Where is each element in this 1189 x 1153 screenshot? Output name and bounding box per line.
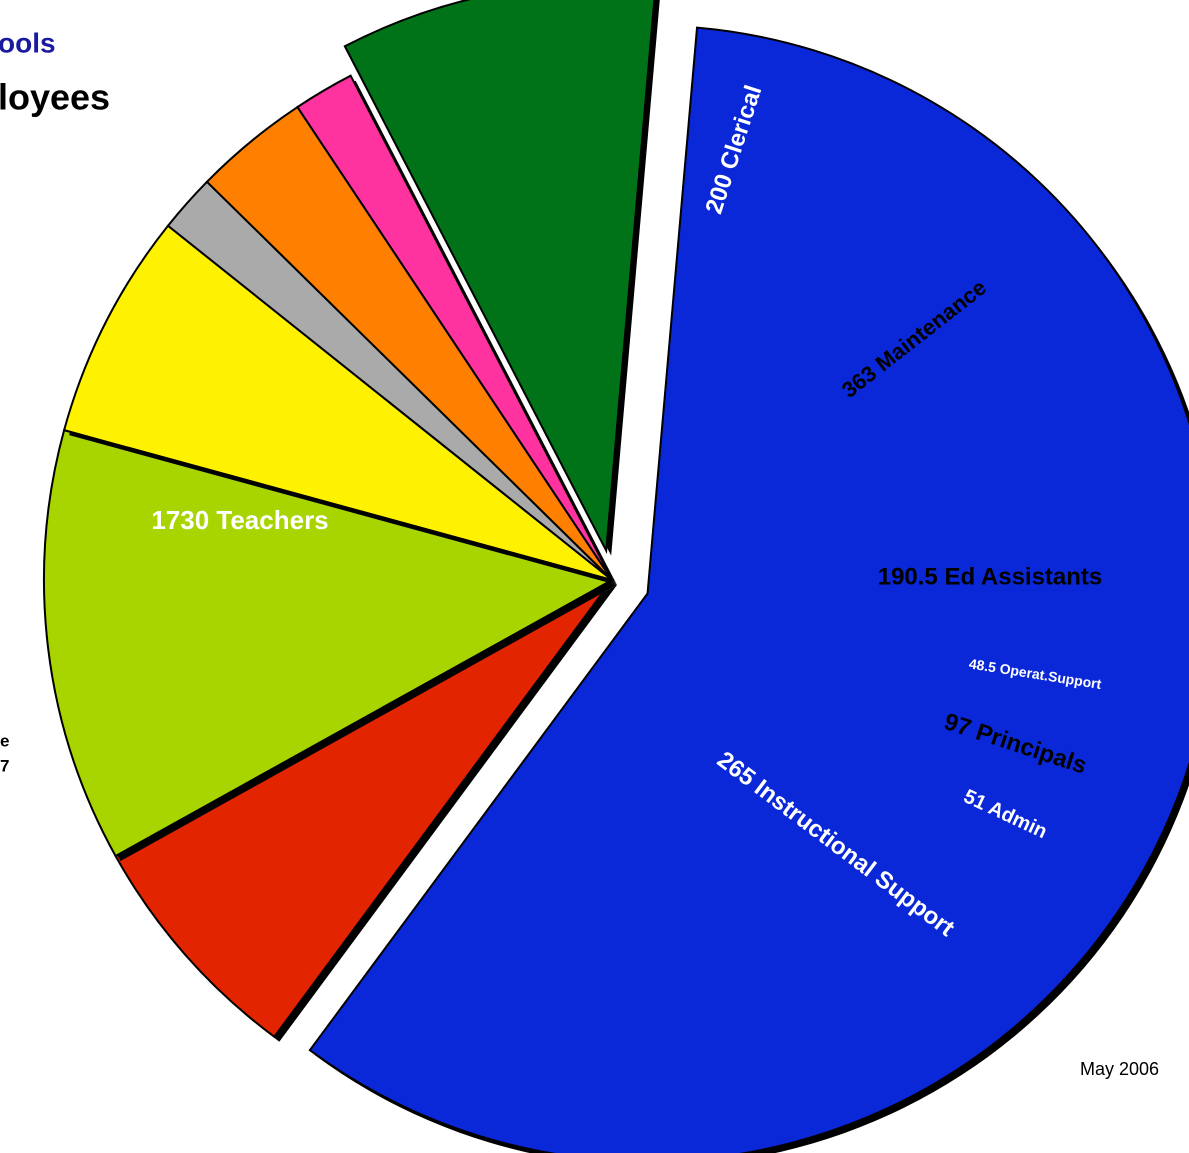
slice (308, 26, 1189, 1153)
slice (43, 428, 615, 858)
slice (62, 224, 613, 581)
data-label: 1730 Teachers (151, 505, 328, 535)
data-label: 190.5 Ed Assistants (878, 563, 1103, 590)
pie (43, 0, 1189, 1153)
chart-title: ools (0, 27, 56, 58)
slice (114, 579, 613, 1039)
slice (343, 0, 656, 555)
slice (296, 74, 613, 581)
annotation: e (0, 731, 9, 750)
annotation: May 2006 (1080, 1059, 1159, 1079)
chart-subtitle: loyees (0, 77, 110, 118)
annotation: 7 (0, 756, 9, 775)
